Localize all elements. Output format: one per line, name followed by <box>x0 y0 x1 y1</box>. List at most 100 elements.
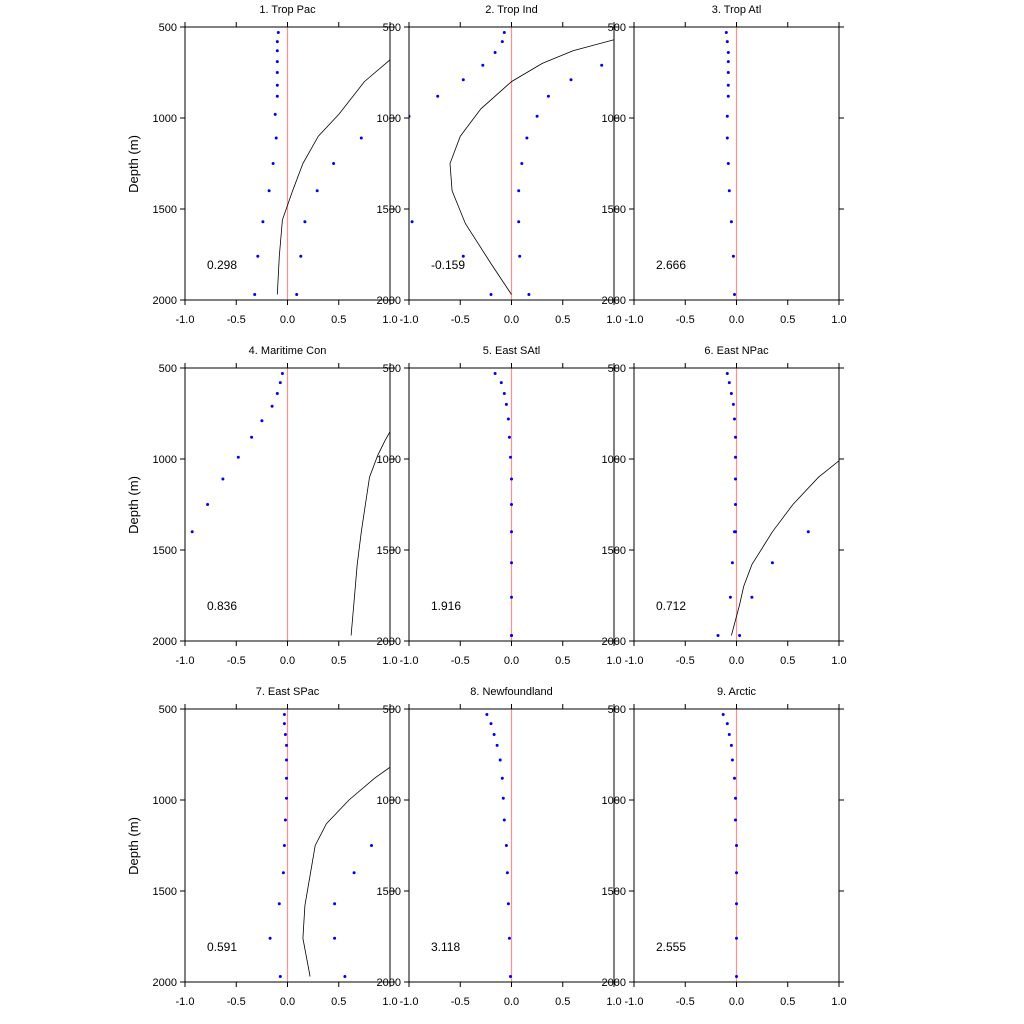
y-tick-label: 1500 <box>377 886 401 898</box>
data-point <box>285 796 288 800</box>
panel-annotation-value: 2.666 <box>656 258 686 272</box>
data-point <box>481 63 485 67</box>
panel-8: 8. Newfoundland -1.0 -0.5 0.0 0.5 1.0 500 1000 1… <box>377 686 622 1008</box>
data-point <box>278 381 282 385</box>
y-tick-label: 2000 <box>602 636 626 648</box>
data-point <box>500 776 504 780</box>
x-tick-label: 0.0 <box>729 314 744 326</box>
data-point <box>274 136 278 140</box>
data-point <box>270 404 274 408</box>
y-tick-label: 1000 <box>153 795 177 807</box>
x-tick-label: 0.0 <box>729 996 744 1008</box>
x-tick-label: -0.5 <box>676 996 695 1008</box>
plot-area <box>716 368 839 641</box>
data-point <box>493 372 497 375</box>
data-point <box>303 220 307 224</box>
data-point <box>726 71 730 74</box>
data-point <box>261 220 265 224</box>
data-point <box>726 83 730 87</box>
data-point <box>733 530 736 534</box>
data-point <box>729 743 733 747</box>
data-point <box>267 189 271 193</box>
x-tick-label: 0.5 <box>331 996 346 1008</box>
x-tick-label: 1.0 <box>606 314 621 326</box>
data-point <box>495 743 499 747</box>
data-point <box>726 51 730 54</box>
data-point <box>725 372 729 375</box>
data-point <box>489 293 493 296</box>
panel-title: 6. East NPac <box>704 345 769 357</box>
plot-area <box>721 709 738 982</box>
y-tick-label: 1000 <box>602 454 626 466</box>
data-point <box>731 402 735 406</box>
data-point <box>343 975 347 978</box>
y-tick-label: 1000 <box>153 454 177 466</box>
data-point <box>729 220 733 224</box>
x-tick-label: 0.0 <box>729 655 744 667</box>
y-tick-label: 1500 <box>602 204 626 216</box>
data-point <box>733 417 736 421</box>
data-point <box>734 503 737 506</box>
data-point <box>285 758 288 762</box>
data-point <box>517 189 521 193</box>
y-tick-label: 1500 <box>153 545 177 557</box>
plot-area <box>190 368 390 641</box>
data-point <box>352 871 356 875</box>
panel-annotation-value: 0.712 <box>656 599 686 613</box>
data-point <box>727 381 731 385</box>
x-tick-label: 1.0 <box>606 655 621 667</box>
panel-3: 3. Trop Atl -1.0 -0.5 0.0 0.5 1.0 500 1000 1500 2… <box>602 4 847 326</box>
profile-line <box>731 460 839 636</box>
profile-line <box>276 59 390 295</box>
data-point <box>333 936 337 940</box>
data-point <box>493 51 497 54</box>
x-tick-label: -0.5 <box>451 996 470 1008</box>
data-point <box>569 78 573 82</box>
y-tick-label: 2000 <box>602 977 626 989</box>
y-tick-label: 2000 <box>377 636 401 648</box>
data-point <box>271 162 275 165</box>
x-tick-label: 1.0 <box>831 996 846 1008</box>
data-point <box>461 78 465 82</box>
panel-annotation-value: 0.836 <box>207 599 237 613</box>
panel-5: 5. East SAtl -1.0 -0.5 0.0 0.5 1.0 500 1000 1500… <box>377 345 622 667</box>
x-tick-label: -1.0 <box>176 996 195 1008</box>
data-point <box>733 293 736 296</box>
data-point <box>734 796 737 800</box>
data-point <box>600 63 604 67</box>
y-tick-label: 1500 <box>377 545 401 557</box>
data-point <box>507 936 511 940</box>
x-tick-label: 0.0 <box>504 996 519 1008</box>
panel-title: 9. Arctic <box>717 686 757 698</box>
data-point <box>502 818 506 822</box>
data-point <box>735 844 738 847</box>
y-tick-label: 2000 <box>377 977 401 989</box>
data-point <box>500 40 504 44</box>
data-point <box>250 435 254 439</box>
y-tick-label: 500 <box>159 363 177 375</box>
y-tick-label: 500 <box>608 22 626 34</box>
data-point <box>770 561 774 565</box>
y-tick-label: 500 <box>608 704 626 716</box>
panel-title: 2. Trop Ind <box>485 4 538 16</box>
data-point <box>721 713 725 716</box>
data-point <box>527 293 531 296</box>
data-point <box>256 254 260 258</box>
x-tick-label: 0.0 <box>504 314 519 326</box>
profile-line <box>449 39 614 295</box>
panel-annotation-value: 0.298 <box>207 258 237 272</box>
data-point <box>734 818 737 822</box>
data-point <box>282 722 286 726</box>
data-point <box>727 733 731 736</box>
x-tick-label: -1.0 <box>400 996 419 1008</box>
panel-7: 7. East SPac -1.0 -0.5 0.0 0.5 1.0 500 1000 1500… <box>153 686 398 1008</box>
y-tick-label: 2000 <box>602 295 626 307</box>
x-tick-label: -0.5 <box>227 996 246 1008</box>
data-point <box>461 254 465 258</box>
ylabel-row-3: Depth (m) <box>126 817 141 875</box>
data-point <box>726 94 730 98</box>
data-point <box>728 595 732 599</box>
data-point <box>507 435 511 439</box>
y-tick-label: 1500 <box>602 545 626 557</box>
data-point <box>510 634 513 637</box>
